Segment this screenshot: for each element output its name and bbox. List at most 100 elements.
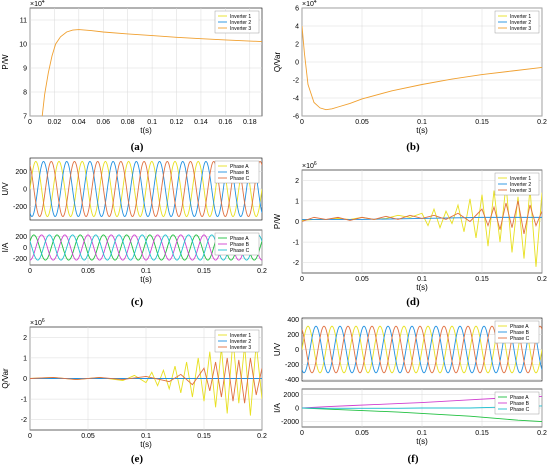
x-tick-label: 0.15 — [197, 268, 211, 275]
x-axis-label: t(s) — [140, 440, 152, 449]
legend-entry: Phase B — [230, 170, 250, 176]
x-tick-label: 0.1 — [141, 268, 151, 275]
y-axis-label: I/A — [273, 402, 282, 412]
y-tick-label: 2 — [295, 178, 299, 185]
panel-caption: (e) — [131, 453, 144, 465]
y-tick-label: 9 — [23, 66, 27, 73]
y-tick-label: -1 — [293, 240, 299, 247]
legend-entry: Inverter 2 — [230, 339, 251, 345]
y-tick-label: 200 — [15, 234, 27, 241]
y-tick-label: -400 — [285, 377, 299, 384]
y-tick-label: 0 — [295, 219, 299, 226]
legend-entry: Phase C — [230, 176, 250, 182]
legend-entry: Inverter 2 — [510, 182, 531, 188]
y-tick-label: -2 — [293, 260, 299, 267]
y-tick-label: -2000 — [281, 419, 299, 426]
series-line-phase-b — [30, 161, 262, 217]
x-tick-label: 0.04 — [72, 119, 86, 126]
y-axis-label: U/V — [1, 182, 10, 196]
x-tick-label: 0.05 — [355, 119, 369, 126]
legend-box — [214, 160, 260, 184]
x-tick-label: 0.1 — [417, 430, 427, 437]
x-axis-label: t(s) — [416, 283, 428, 292]
y-tick-label: 4 — [295, 24, 299, 31]
legend-box — [494, 320, 540, 344]
series-line-phase-c — [302, 325, 542, 374]
x-tick-label: 0.15 — [475, 430, 489, 437]
y-axis-label: P/W — [273, 213, 282, 229]
x-axis-label: t(s) — [416, 126, 428, 135]
series-line-phase-c — [30, 161, 262, 217]
x-tick-label: 0 — [28, 119, 32, 126]
series-line-inverter-3 — [30, 357, 262, 404]
x-tick-label: 0.05 — [81, 433, 95, 440]
series-line-inverter-3 — [302, 200, 542, 234]
legend-entry: Inverter 3 — [230, 26, 251, 32]
legend-entry: Phase B — [510, 401, 530, 407]
legend-box — [494, 391, 540, 415]
x-tick-label: 0.2 — [537, 276, 547, 283]
x-tick-label: 0.1 — [417, 119, 427, 126]
legend-entry: Phase C — [230, 248, 250, 254]
legend-box — [494, 10, 540, 34]
y-axis-label: I/A — [1, 242, 10, 252]
x-tick-label: 0.15 — [475, 119, 489, 126]
y-tick-label: 6 — [295, 6, 299, 13]
x-tick-label: 0 — [28, 268, 32, 275]
y-tick-label: -4 — [293, 96, 299, 103]
y-axis-label: U/V — [273, 342, 282, 356]
series-line-inverter-3 — [41, 29, 262, 116]
x-tick-label: 0.15 — [475, 276, 489, 283]
x-tick-label: 0.2 — [537, 430, 547, 437]
y-tick-label: 8 — [23, 90, 27, 97]
y-tick-label: -2 — [21, 417, 27, 424]
y-axis-label: Q/Var — [1, 368, 10, 389]
x-tick-label: 0.05 — [81, 268, 95, 275]
y-tick-label: 2000 — [283, 392, 299, 399]
x-tick-label: 0 — [300, 276, 304, 283]
x-tick-label: 0.2 — [257, 433, 267, 440]
x-axis-label: t(s) — [416, 437, 428, 446]
axis-exponent: ×104 — [302, 0, 317, 8]
legend-box — [214, 232, 260, 256]
legend-entry: Inverter 3 — [230, 345, 251, 351]
x-tick-label: 0.15 — [197, 433, 211, 440]
x-tick-label: 0.1 — [147, 119, 157, 126]
y-tick-label: 0 — [23, 376, 27, 383]
x-tick-label: 0.1 — [141, 433, 151, 440]
x-axis-label: t(s) — [140, 126, 152, 135]
x-tick-label: 0.16 — [219, 119, 233, 126]
legend-entry: Inverter 1 — [230, 14, 251, 20]
legend-entry: Inverter 1 — [510, 176, 531, 182]
legend-entry: Phase B — [510, 330, 530, 336]
legend-entry: Inverter 2 — [230, 20, 251, 26]
y-tick-label: 200 — [287, 332, 299, 339]
legend-box — [214, 329, 260, 353]
panel-caption: (c) — [131, 296, 144, 308]
series-line-phase-a — [302, 407, 542, 423]
legend-entry: Phase A — [510, 395, 529, 401]
x-tick-label: 0.08 — [121, 119, 135, 126]
y-tick-label: -2 — [293, 78, 299, 85]
y-tick-label: 7 — [23, 114, 27, 121]
y-tick-label: -1 — [21, 397, 27, 404]
legend-entry: Inverter 1 — [230, 333, 251, 339]
axis-exponent: ×106 — [302, 161, 317, 170]
legend-entry: Phase C — [510, 407, 530, 413]
panel-b: 0 0.05 0.1 0.15 0.2 -6 -4 -2 0 2 4 6×104 Q/Var t(s) In… — [273, 0, 547, 153]
y-tick-label: -6 — [293, 114, 299, 121]
y-tick-label: 0 — [295, 60, 299, 67]
x-axis-label: t(s) — [140, 275, 152, 284]
y-tick-label: 2 — [295, 42, 299, 49]
legend-entry: Inverter 3 — [510, 26, 531, 32]
